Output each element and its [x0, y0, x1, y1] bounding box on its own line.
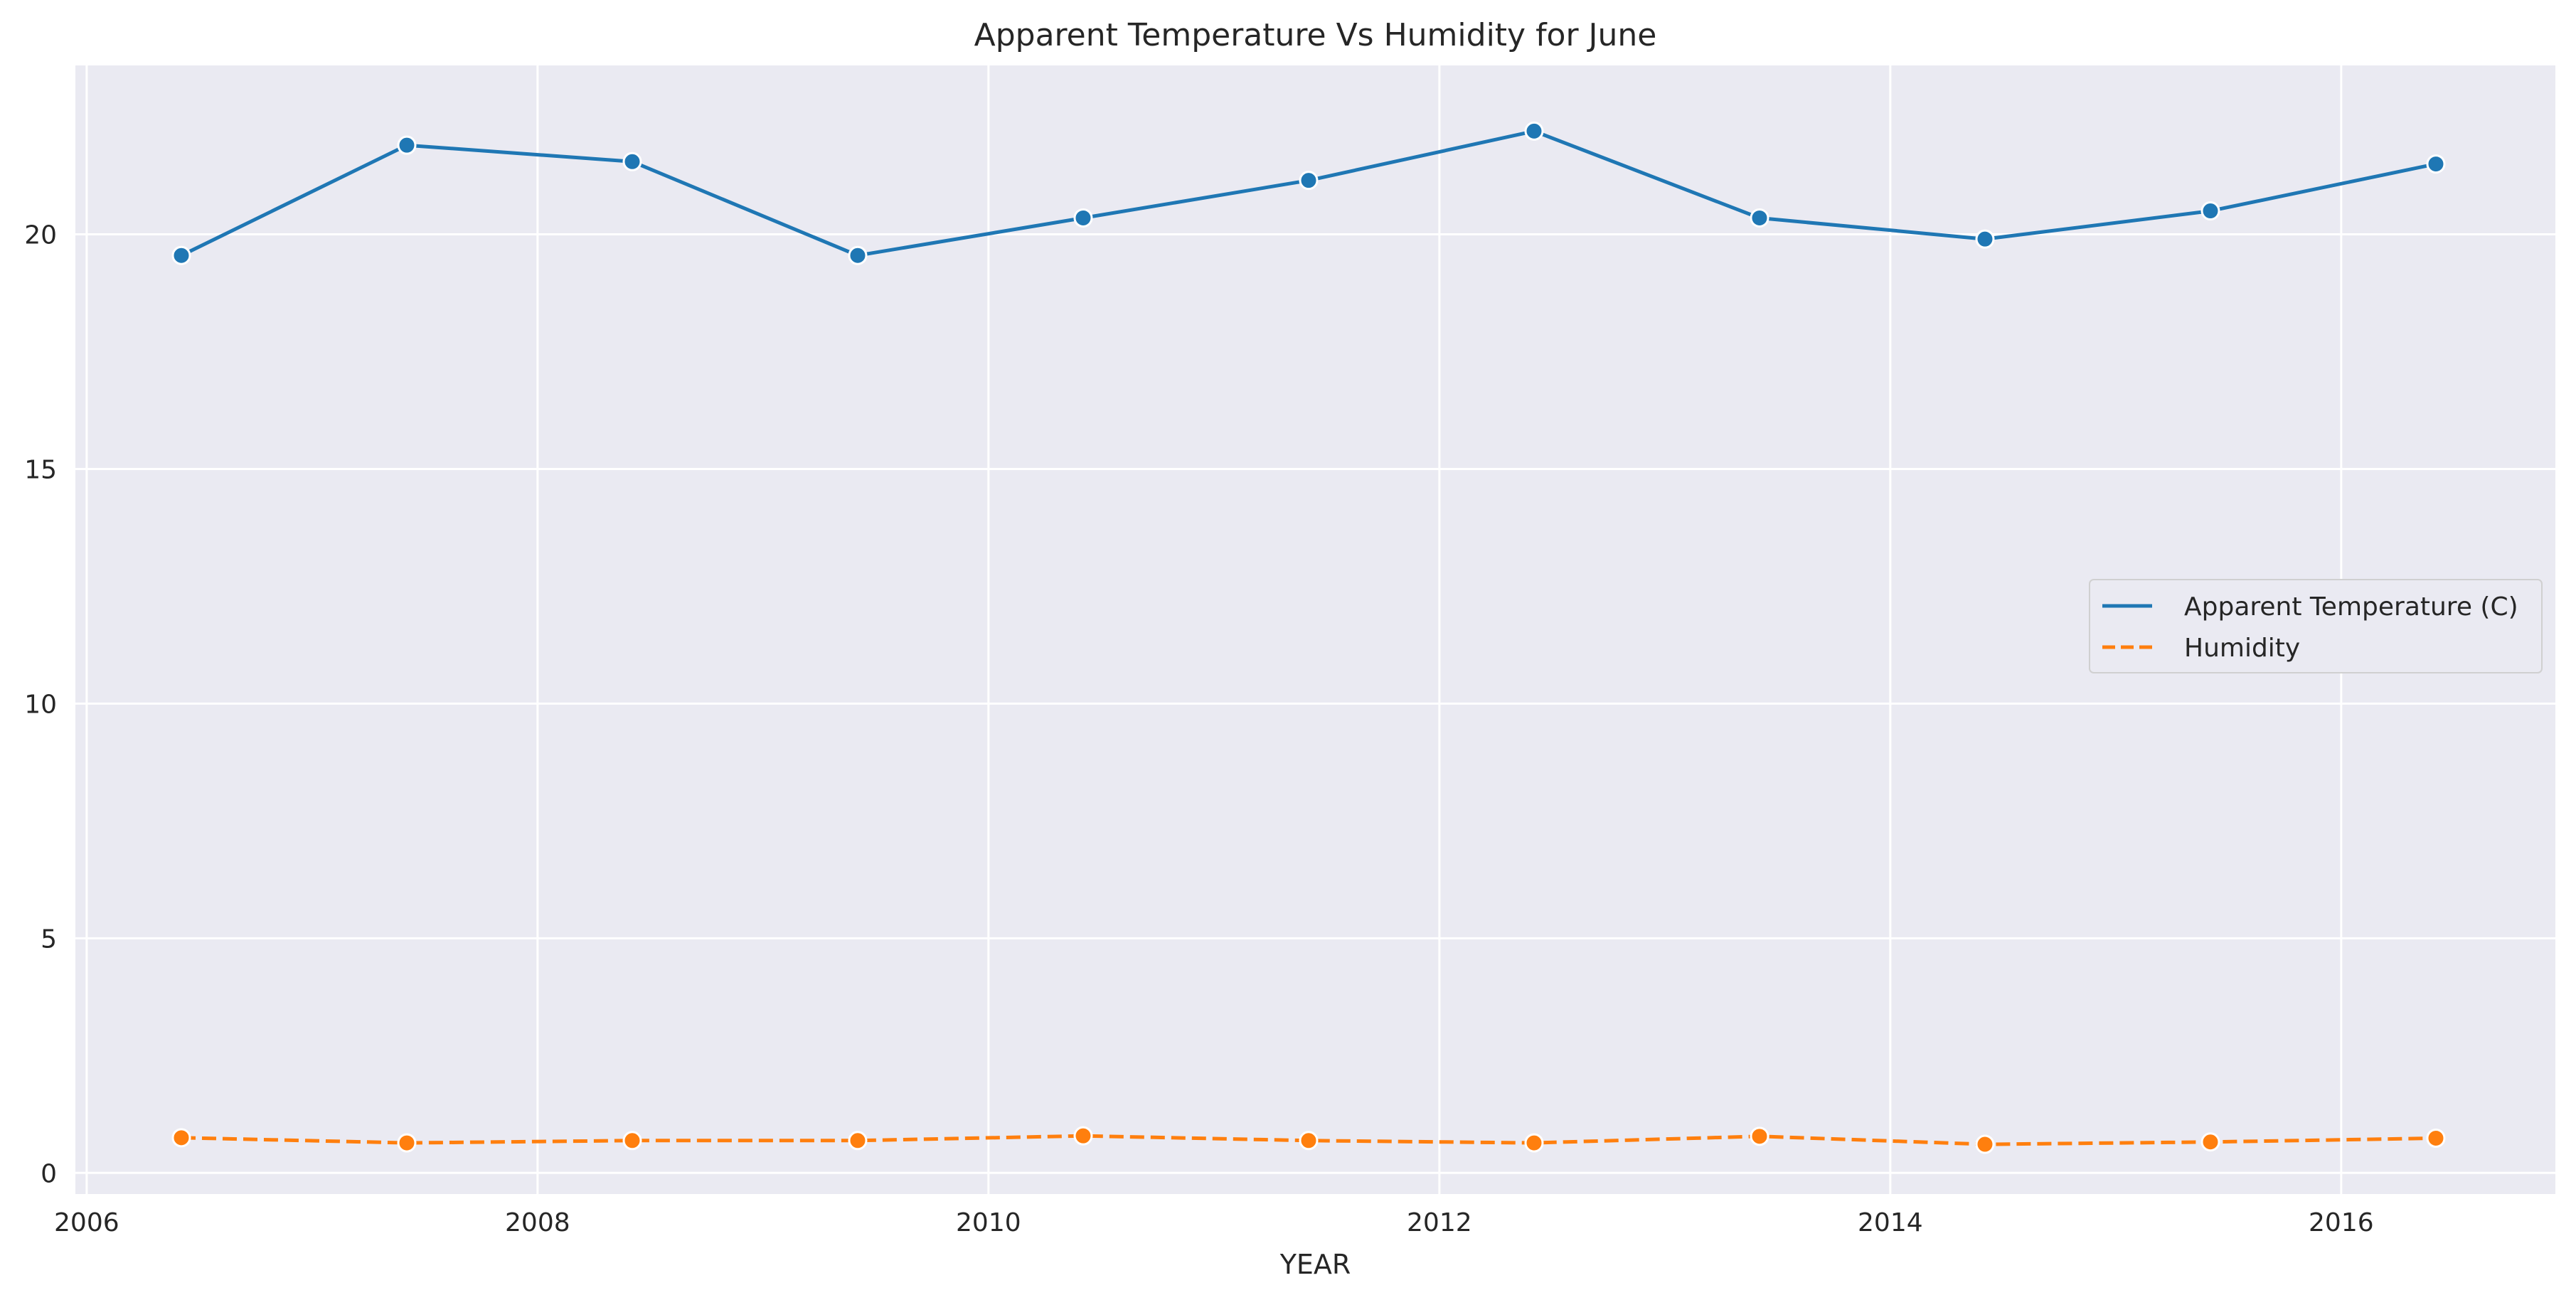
data-point-humidity	[1299, 1131, 1319, 1151]
x-tick-label: 2012	[1407, 1208, 1472, 1237]
x-tick-label: 2008	[505, 1208, 570, 1237]
y-tick-label: 20	[24, 221, 57, 250]
data-point-apparent-temperature-c	[622, 151, 642, 171]
data-point-apparent-temperature-c	[1750, 208, 1769, 228]
grid-lines	[75, 65, 2555, 1194]
data-point-humidity	[1524, 1133, 1544, 1153]
legend-label-apparent-temperature: Apparent Temperature (C)	[2184, 592, 2518, 622]
data-point-humidity	[1750, 1126, 1769, 1146]
data-point-apparent-temperature-c	[397, 135, 417, 155]
y-tick-label: 10	[24, 690, 57, 719]
series-layer	[171, 121, 2446, 1154]
data-point-apparent-temperature-c	[2426, 154, 2446, 174]
data-point-apparent-temperature-c	[1975, 229, 1995, 249]
data-point-humidity	[397, 1133, 417, 1153]
y-tick-label: 5	[41, 925, 57, 954]
data-point-humidity	[1975, 1134, 1995, 1154]
chart-title: Apparent Temperature Vs Humidity for Jun…	[974, 17, 1657, 53]
data-point-apparent-temperature-c	[848, 245, 868, 265]
data-point-apparent-temperature-c	[1073, 208, 1093, 228]
data-point-apparent-temperature-c	[1524, 121, 1544, 141]
x-tick-label: 2016	[2309, 1208, 2374, 1237]
data-point-apparent-temperature-c	[1299, 171, 1319, 191]
y-tick-label: 15	[24, 455, 57, 484]
data-point-humidity	[171, 1128, 191, 1148]
legend: Apparent Temperature (C) Humidity	[2089, 579, 2543, 673]
legend-box	[2089, 579, 2543, 673]
data-point-humidity	[848, 1131, 868, 1151]
y-tick-label: 0	[41, 1159, 57, 1188]
data-point-humidity	[2426, 1128, 2446, 1148]
data-point-apparent-temperature-c	[2200, 201, 2220, 221]
x-tick-label: 2010	[956, 1208, 1021, 1237]
tick-labels: 2006 2008 2010 2012 2014 2016 0 5 10 15 20	[24, 221, 2373, 1237]
data-point-humidity	[2200, 1132, 2220, 1152]
data-point-humidity	[1073, 1126, 1093, 1146]
x-tick-label: 2006	[54, 1208, 119, 1237]
legend-label-humidity: Humidity	[2184, 634, 2300, 663]
data-point-apparent-temperature-c	[171, 245, 191, 265]
data-point-humidity	[622, 1131, 642, 1151]
x-axis-label: YEAR	[1279, 1249, 1351, 1280]
x-tick-label: 2014	[1858, 1208, 1923, 1237]
